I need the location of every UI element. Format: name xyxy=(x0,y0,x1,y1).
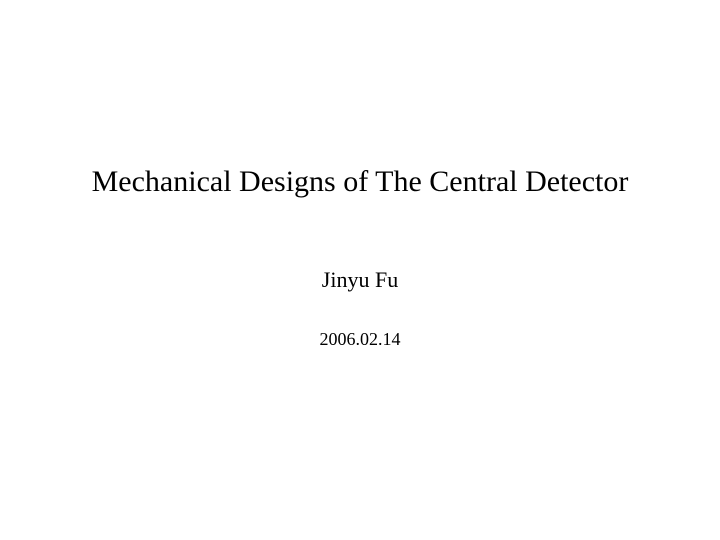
slide-author: Jinyu Fu xyxy=(322,267,398,293)
slide-title: Mechanical Designs of The Central Detect… xyxy=(92,165,629,199)
slide-container: Mechanical Designs of The Central Detect… xyxy=(0,0,720,540)
slide-date: 2006.02.14 xyxy=(320,329,401,350)
